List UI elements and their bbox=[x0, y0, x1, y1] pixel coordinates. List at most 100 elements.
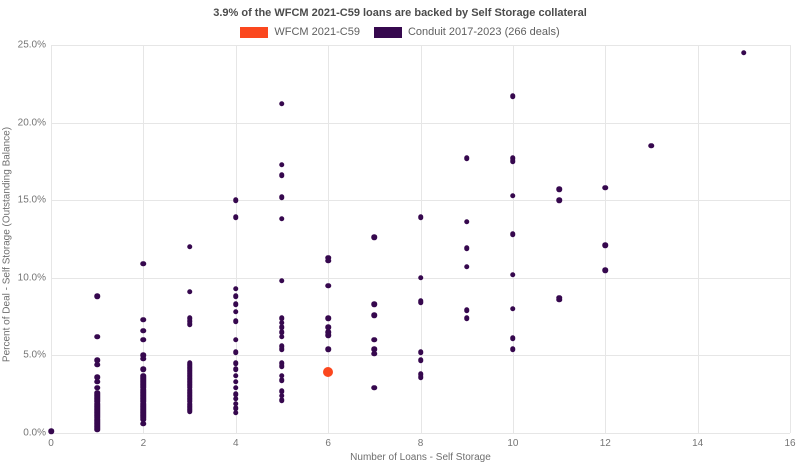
conduit-data-point[interactable] bbox=[233, 293, 239, 300]
conduit-data-point[interactable] bbox=[186, 408, 193, 415]
conduit-data-point[interactable] bbox=[510, 335, 516, 342]
conduit-data-point[interactable] bbox=[325, 315, 331, 321]
conduit-data-point[interactable] bbox=[325, 254, 331, 261]
legend-item-conduit[interactable]: Conduit 2017-2023 (266 deals) bbox=[373, 26, 560, 38]
conduit-data-point[interactable] bbox=[325, 257, 331, 264]
conduit-data-point[interactable] bbox=[510, 306, 516, 312]
conduit-data-point[interactable] bbox=[140, 355, 147, 362]
conduit-data-point[interactable] bbox=[648, 143, 655, 149]
conduit-data-point[interactable] bbox=[233, 285, 239, 292]
conduit-data-point[interactable] bbox=[140, 366, 147, 373]
conduit-data-point[interactable] bbox=[463, 155, 470, 162]
conduit-data-point[interactable] bbox=[140, 420, 147, 427]
conduit-data-point[interactable] bbox=[186, 321, 193, 328]
conduit-data-point[interactable] bbox=[602, 267, 608, 273]
conduit-data-point[interactable] bbox=[371, 346, 378, 352]
conduit-data-point[interactable] bbox=[510, 192, 516, 199]
conduit-data-point[interactable] bbox=[371, 351, 378, 357]
conduit-data-point[interactable] bbox=[279, 360, 285, 366]
conduit-data-point[interactable] bbox=[279, 377, 285, 383]
conduit-data-point[interactable] bbox=[279, 172, 285, 179]
conduit-data-point[interactable] bbox=[279, 278, 285, 284]
conduit-data-point[interactable] bbox=[186, 289, 193, 295]
conduit-data-point[interactable] bbox=[233, 385, 239, 391]
conduit-data-point[interactable] bbox=[94, 357, 100, 363]
conduit-data-point[interactable] bbox=[417, 299, 424, 306]
conduit-data-point[interactable] bbox=[140, 316, 147, 323]
conduit-data-point[interactable] bbox=[325, 329, 331, 335]
conduit-data-point[interactable] bbox=[140, 261, 147, 267]
conduit-data-point[interactable] bbox=[741, 50, 747, 56]
conduit-data-point[interactable] bbox=[279, 161, 285, 168]
conduit-data-point[interactable] bbox=[233, 400, 239, 407]
conduit-data-point[interactable] bbox=[510, 231, 516, 238]
conduit-data-point[interactable] bbox=[371, 301, 378, 307]
conduit-data-point[interactable] bbox=[463, 315, 470, 321]
conduit-data-point[interactable] bbox=[463, 219, 470, 225]
conduit-data-point[interactable] bbox=[279, 372, 285, 379]
conduit-data-point[interactable] bbox=[602, 185, 608, 191]
conduit-data-point[interactable] bbox=[233, 372, 239, 379]
conduit-data-point[interactable] bbox=[94, 334, 100, 340]
conduit-data-point[interactable] bbox=[233, 197, 239, 203]
conduit-data-point[interactable] bbox=[417, 374, 424, 380]
conduit-data-point[interactable] bbox=[186, 318, 193, 324]
conduit-data-point[interactable] bbox=[233, 318, 239, 324]
conduit-data-point[interactable] bbox=[233, 366, 239, 373]
conduit-data-point[interactable] bbox=[371, 385, 378, 391]
conduit-data-point[interactable] bbox=[325, 332, 331, 338]
conduit-data-point[interactable] bbox=[233, 405, 239, 411]
conduit-data-point[interactable] bbox=[233, 410, 239, 416]
conduit-data-point[interactable] bbox=[325, 282, 331, 289]
conduit-data-point[interactable] bbox=[417, 371, 424, 377]
conduit-data-point[interactable] bbox=[371, 234, 378, 241]
conduit-data-point[interactable] bbox=[556, 186, 562, 193]
conduit-data-point[interactable] bbox=[510, 155, 516, 162]
conduit-data-point[interactable] bbox=[233, 396, 239, 402]
conduit-data-point[interactable] bbox=[279, 101, 285, 107]
conduit-data-point[interactable] bbox=[279, 216, 285, 222]
conduit-data-point[interactable] bbox=[279, 393, 285, 399]
conduit-data-point[interactable] bbox=[279, 329, 285, 335]
conduit-data-point[interactable] bbox=[417, 349, 424, 356]
conduit-data-point[interactable] bbox=[279, 397, 285, 404]
conduit-data-point[interactable] bbox=[233, 391, 239, 397]
conduit-data-point[interactable] bbox=[556, 197, 562, 203]
conduit-data-point[interactable] bbox=[325, 324, 331, 331]
conduit-data-point[interactable] bbox=[510, 93, 516, 99]
conduit-data-point[interactable] bbox=[510, 346, 516, 352]
conduit-data-point[interactable] bbox=[94, 293, 100, 300]
conduit-data-point[interactable] bbox=[325, 346, 331, 352]
legend-item-wfcm[interactable]: WFCM 2021-C59 bbox=[240, 26, 360, 38]
conduit-data-point[interactable] bbox=[94, 374, 100, 380]
conduit-data-point[interactable] bbox=[48, 428, 54, 435]
conduit-data-point[interactable] bbox=[417, 214, 424, 221]
conduit-data-point[interactable] bbox=[186, 315, 193, 321]
conduit-data-point[interactable] bbox=[140, 337, 147, 343]
conduit-data-point[interactable] bbox=[233, 337, 239, 343]
conduit-data-point[interactable] bbox=[602, 242, 608, 248]
conduit-data-point[interactable] bbox=[510, 271, 516, 278]
conduit-data-point[interactable] bbox=[279, 320, 285, 326]
conduit-data-point[interactable] bbox=[140, 327, 147, 334]
conduit-data-point[interactable] bbox=[279, 194, 285, 200]
conduit-data-point[interactable] bbox=[510, 158, 516, 165]
conduit-data-point[interactable] bbox=[371, 312, 378, 318]
conduit-data-point[interactable] bbox=[94, 427, 100, 433]
conduit-data-point[interactable] bbox=[556, 296, 562, 303]
conduit-data-point[interactable] bbox=[279, 363, 285, 369]
conduit-data-point[interactable] bbox=[279, 315, 285, 321]
conduit-data-point[interactable] bbox=[233, 214, 239, 221]
conduit-data-point[interactable] bbox=[279, 334, 285, 340]
conduit-data-point[interactable] bbox=[279, 346, 285, 352]
conduit-data-point[interactable] bbox=[94, 385, 100, 391]
conduit-data-point[interactable] bbox=[417, 275, 424, 281]
conduit-data-point[interactable] bbox=[140, 416, 147, 422]
conduit-data-point[interactable] bbox=[233, 301, 239, 307]
conduit-data-point[interactable] bbox=[140, 352, 147, 359]
conduit-data-point[interactable] bbox=[371, 337, 378, 343]
conduit-data-point[interactable] bbox=[279, 343, 285, 349]
conduit-data-point[interactable] bbox=[233, 349, 239, 356]
conduit-data-point[interactable] bbox=[233, 309, 239, 315]
conduit-data-point[interactable] bbox=[94, 379, 100, 385]
